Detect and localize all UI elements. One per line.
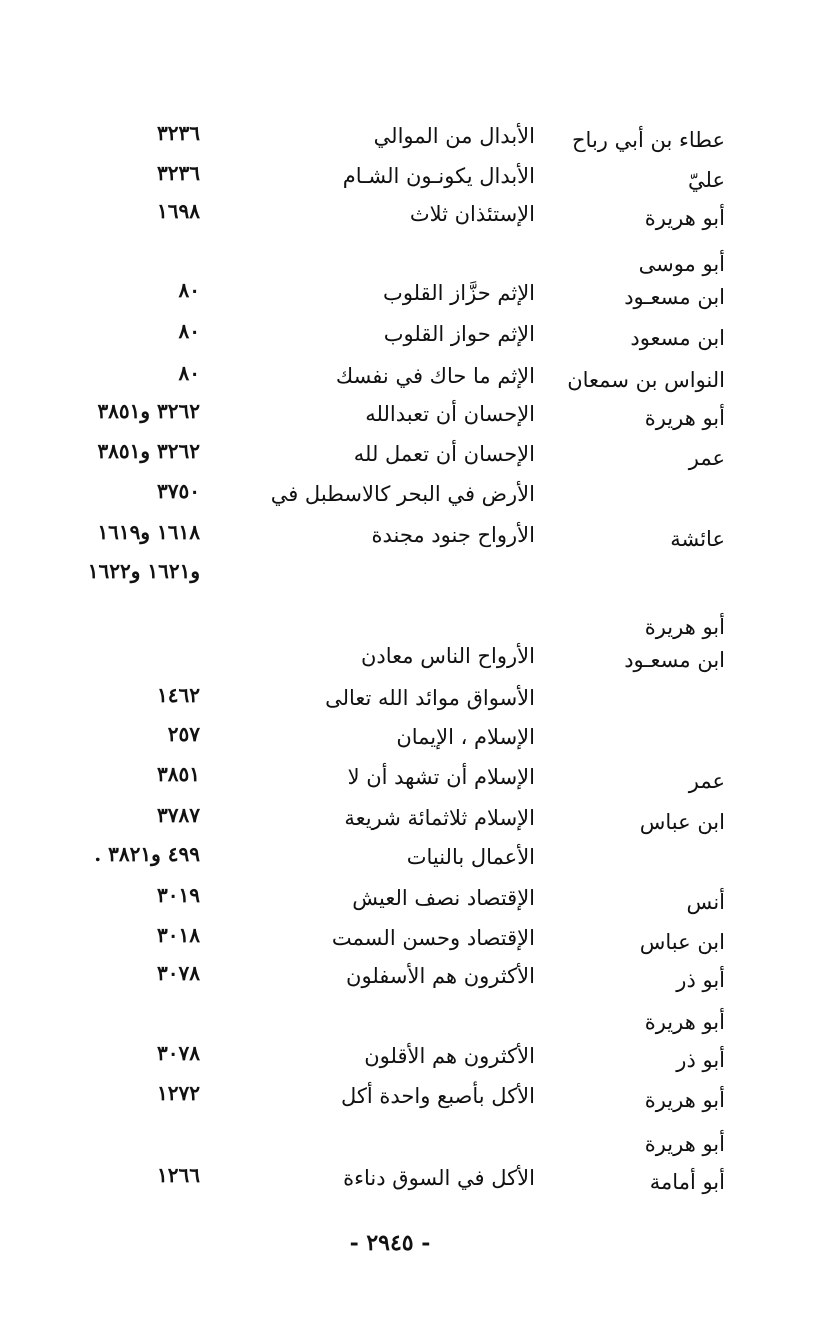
hadith-text: الإحسان أن تعمل لله — [353, 442, 535, 466]
narrator-name: أبو هريرة — [644, 406, 725, 430]
narrator-name: أبو هريرة — [644, 206, 725, 230]
narrator-name: أبو موسى — [638, 252, 725, 276]
reference-number: ٣٧٨٧ — [157, 803, 200, 827]
hadith-text: الأكل في السوق دناءة — [343, 1166, 535, 1190]
reference-number: ٣٢٦٢ و٣٨٥١ — [97, 439, 200, 463]
hadith-text: الإثم ما حاك في نفسك — [335, 364, 535, 388]
reference-number: ٨٠ — [178, 361, 200, 385]
reference-number: ٣٠١٨ — [157, 923, 200, 947]
narrator-name: عطاء بن أبي رباح — [571, 128, 725, 152]
hadith-text: الأكثرون هم الأقلون — [364, 1044, 535, 1068]
page-number: - ٢٩٤٥ - — [349, 1230, 431, 1256]
hadith-text: الإثم حواز القلوب — [383, 322, 535, 346]
narrator-name: عمر — [688, 769, 725, 793]
reference-number: ١٦١٨ و١٦١٩ — [97, 520, 200, 544]
reference-number: ٣٠١٩ — [157, 883, 200, 907]
hadith-text: الأبدال من الموالي — [373, 124, 535, 148]
hadith-text: الإحسان أن تعبدالله — [365, 402, 535, 426]
hadith-text: الإسلام ، الإيمان — [396, 725, 535, 749]
narrator-name: أبو أمامة — [649, 1170, 725, 1194]
narrator-name: عمر — [688, 446, 725, 470]
reference-number: ٣٨٥١ — [157, 762, 200, 786]
hadith-text: الأرواح جنود مجندة — [371, 523, 535, 547]
reference-number: ٤٩٩ و٣٨٢١ . — [94, 842, 200, 866]
reference-number: ١٢٦٦ — [157, 1163, 200, 1187]
reference-number: ٣٢٣٦ — [157, 161, 200, 185]
narrator-name: أبو هريرة — [644, 1132, 725, 1156]
narrator-name: النواس بن سمعان — [567, 368, 725, 392]
hadith-text: الإقتصاد وحسن السمت — [331, 926, 535, 950]
reference-number: ٨٠ — [178, 278, 200, 302]
narrator-name: ابن عباس — [639, 810, 725, 834]
hadith-text: الأكثرون هم الأسفلون — [346, 964, 535, 988]
narrator-name: عليّ — [688, 168, 725, 192]
hadith-text: الإقتصاد نصف العيش — [352, 886, 535, 910]
reference-number: ٣٧٥٠ — [157, 479, 200, 503]
hadith-text: الأكل بأصبع واحدة أكل — [340, 1084, 535, 1108]
narrator-name: ابن مسعـود — [624, 285, 725, 309]
reference-number: و١٦٢١ و١٦٢٢ — [87, 559, 200, 583]
hadith-text: الأعمال بالنيات — [406, 845, 535, 869]
narrator-name: أنس — [686, 890, 725, 914]
hadith-text: الأرواح الناس معادن — [361, 644, 535, 668]
narrator-name: أبو ذر — [676, 968, 725, 992]
reference-number: ١٢٧٢ — [157, 1081, 200, 1105]
reference-number: ٣٢٦٢ و٣٨٥١ — [97, 399, 200, 423]
hadith-text: الإستئذان ثلاث — [409, 202, 535, 226]
narrator-name: ابن عباس — [639, 930, 725, 954]
hadith-text: الأسواق موائد الله تعالى — [325, 686, 535, 710]
reference-number: ٣٠٧٨ — [157, 1041, 200, 1065]
narrator-name: أبو ذر — [676, 1048, 725, 1072]
hadith-text: الإسلام أن تشهد أن لا — [347, 765, 535, 789]
narrator-name: ابن مسعود — [630, 326, 725, 350]
reference-number: ٨٠ — [178, 319, 200, 343]
narrator-name: أبو هريرة — [644, 615, 725, 639]
hadith-text: الأرض في البحر كالاسطبل في — [270, 482, 535, 506]
hadith-text: الأبدال يكونـون الشـام — [342, 164, 535, 188]
narrator-name: ابن مسعـود — [624, 648, 725, 672]
hadith-text: الإثم حزَّاز القلوب — [383, 281, 535, 305]
reference-number: ١٤٦٢ — [157, 683, 200, 707]
reference-number: ١٦٩٨ — [157, 199, 200, 223]
hadith-text: الإسلام ثلاثمائة شريعة — [344, 806, 535, 830]
narrator-name: أبو هريرة — [644, 1088, 725, 1112]
reference-number: ٣٢٣٦ — [157, 121, 200, 145]
reference-number: ٣٠٧٨ — [157, 961, 200, 985]
narrator-name: عائشة — [670, 527, 725, 551]
narrator-name: أبو هريرة — [644, 1010, 725, 1034]
reference-number: ٢٥٧ — [167, 722, 200, 746]
